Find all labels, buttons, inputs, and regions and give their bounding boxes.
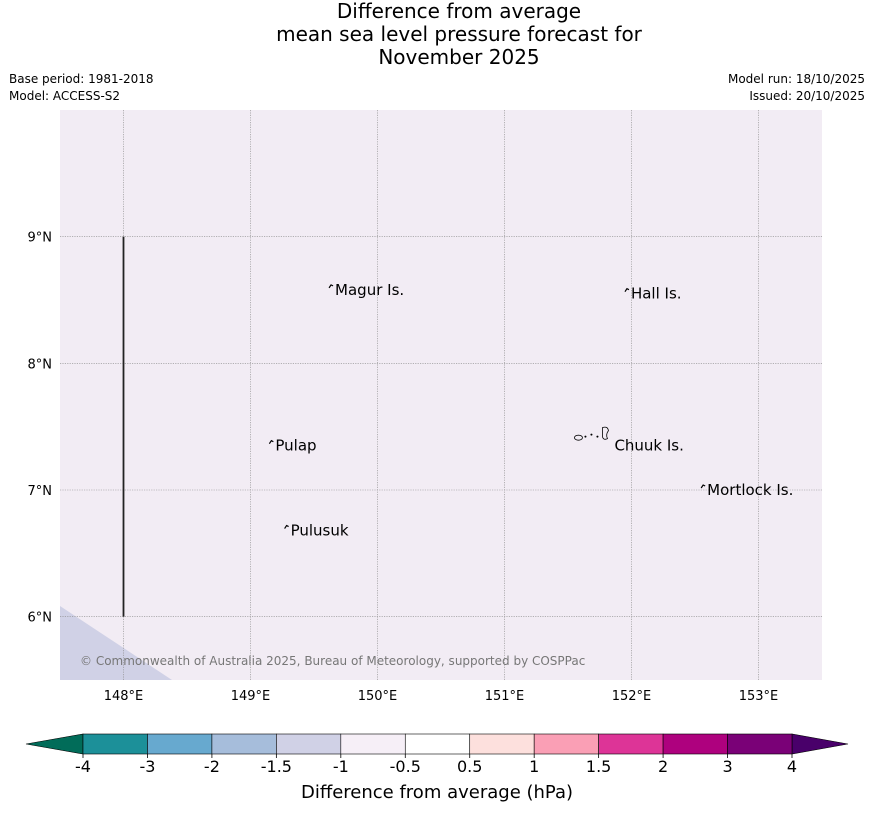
island-shape <box>574 434 583 441</box>
island-shape <box>596 435 599 438</box>
place-labels: Magur Is. Hall Is. Pulap Chuuk Is. Mortlock … <box>275 281 793 540</box>
issued-date: Issued: 20/10/2025 <box>749 89 865 103</box>
colorbar-swatch <box>82 733 148 755</box>
place-label: Chuuk Is. <box>614 437 683 455</box>
island-shape <box>602 426 609 440</box>
island-shape <box>268 439 274 444</box>
title-line-2: mean sea level pressure forecast for <box>276 22 642 46</box>
colorbar-label: -1.5 <box>261 757 292 776</box>
lon-tick-label: 150°E <box>358 689 398 704</box>
model-name: Model: ACCESS-S2 <box>9 89 121 103</box>
lat-tick-label: 7°N <box>28 484 53 499</box>
island-shape <box>590 433 593 436</box>
place-label: Pulusuk <box>291 522 349 540</box>
meta-right: Model run: 18/10/2025 Issued: 20/10/2025 <box>728 71 865 105</box>
place-label: Mortlock Is. <box>707 481 793 499</box>
colorbar-label: -4 <box>75 757 91 776</box>
island-shape <box>624 287 630 292</box>
lon-tick-label: 152°E <box>612 689 652 704</box>
colorbar-label: 2 <box>658 757 668 776</box>
colorbar-label: -3 <box>139 757 155 776</box>
map-background <box>60 110 822 680</box>
base-period: Base period: 1981-2018 <box>9 72 154 86</box>
colorbar-swatch <box>727 733 793 755</box>
colorbar-high-extend <box>791 733 849 755</box>
colorbar-swatch <box>404 733 471 755</box>
colorbar-label: -1 <box>333 757 349 776</box>
island-shape <box>700 484 706 489</box>
model-run: Model run: 18/10/2025 <box>727 72 865 86</box>
lon-tick-label: 151°E <box>485 689 525 704</box>
place-label: Magur Is. <box>335 281 404 299</box>
colorbar-swatch <box>211 733 277 755</box>
colorbar-swatch <box>147 733 213 755</box>
lon-tick-label: 148°E <box>104 689 144 704</box>
colorbar-label: 3 <box>722 757 732 776</box>
colorbar-swatch <box>598 733 664 755</box>
colorbar-label: -0.5 <box>390 757 421 776</box>
lat-tick-label: 8°N <box>28 357 53 372</box>
colorbar-swatch <box>469 733 535 755</box>
lon-tick-label: 153°E <box>739 689 779 704</box>
colorbar-swatch <box>533 733 599 755</box>
island-outlines <box>268 284 706 529</box>
colorbar-swatch <box>662 733 728 755</box>
colorbar-swatch <box>276 733 342 755</box>
place-label: Pulap <box>275 437 316 455</box>
title-line-1: Difference from average <box>336 0 582 23</box>
island-shape <box>284 524 289 529</box>
title-line-3: November 2025 <box>378 45 540 69</box>
meta-left: Base period: 1981-2018 Model: ACCESS-S2 <box>9 71 154 105</box>
lat-tick-label: 9°N <box>28 231 53 246</box>
colorbar-label: 4 <box>787 757 797 776</box>
colorbar-low-extend <box>25 733 84 755</box>
chart-title: Difference from average mean sea level p… <box>0 0 873 69</box>
colorbar-title: Difference from average (hPa) <box>301 782 573 803</box>
island-shape <box>584 435 587 438</box>
lat-tick-label: 6°N <box>28 611 53 626</box>
map-area <box>60 110 822 680</box>
place-label: Hall Is. <box>631 285 682 303</box>
colorbar: -4 -3 -2 -1.5 -1 -0.5 0.5 1 1.5 2 3 4 <box>25 733 849 776</box>
axis-ticks: 148°E 149°E 150°E 151°E 152°E 153°E 6°N 7°N 8°N 9… <box>28 231 779 704</box>
colorbar-label: 1 <box>529 757 539 776</box>
colorbar-label: -2 <box>204 757 220 776</box>
anomaly-shade-region <box>60 606 172 680</box>
colorbar-label: 0.5 <box>457 757 482 776</box>
lon-tick-label: 149°E <box>231 689 271 704</box>
colorbar-label: 1.5 <box>586 757 611 776</box>
copyright-text: © Commonwealth of Australia 2025, Bureau… <box>80 654 585 668</box>
island-shape <box>328 284 334 289</box>
colorbar-swatch <box>340 733 406 755</box>
